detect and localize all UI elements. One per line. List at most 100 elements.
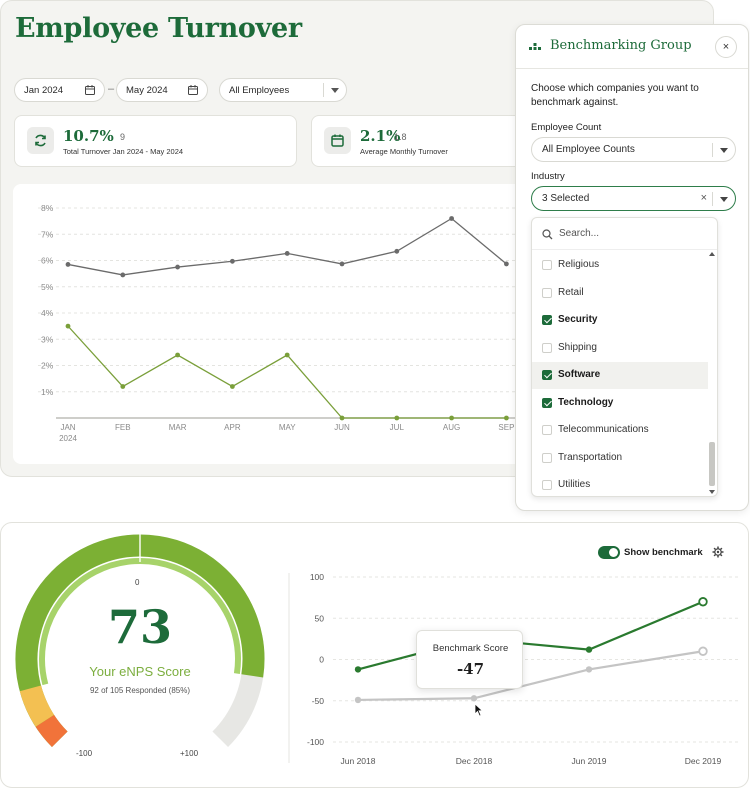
data-point bbox=[504, 261, 509, 267]
checkbox-icon[interactable] bbox=[542, 425, 552, 435]
y-tick-label: 100 bbox=[310, 572, 324, 582]
data-point bbox=[284, 251, 290, 256]
toggle-knob bbox=[609, 548, 618, 557]
checkbox-icon[interactable] bbox=[542, 260, 552, 270]
chevron-down-icon[interactable] bbox=[720, 197, 728, 202]
gauge-segment-red bbox=[35, 714, 68, 748]
industry-option-label: Shipping bbox=[558, 341, 597, 353]
x-tick-label: Jun 2018 bbox=[341, 756, 376, 766]
data-point bbox=[504, 415, 509, 421]
industry-search[interactable]: Search... bbox=[532, 218, 717, 250]
average-turnover-count: 1.8 bbox=[394, 132, 407, 142]
industry-option[interactable]: Shipping bbox=[532, 335, 709, 362]
employee-group-value: All Employees bbox=[229, 84, 290, 96]
enps-gauge bbox=[15, 533, 265, 748]
industry-option-label: Technology bbox=[558, 396, 614, 408]
x-year-label: 2024 bbox=[59, 434, 77, 443]
scroll-down-icon[interactable] bbox=[709, 490, 715, 494]
checkbox-checked-icon[interactable] bbox=[542, 315, 552, 325]
checkbox-checked-icon[interactable] bbox=[542, 397, 552, 408]
dropdown-scrollbar[interactable] bbox=[708, 250, 716, 496]
enps-score: 73 bbox=[107, 600, 172, 654]
industry-option-label: Transportation bbox=[558, 451, 623, 463]
industry-option-label: Religious bbox=[558, 259, 600, 270]
checkbox-checked-icon[interactable] bbox=[542, 370, 552, 380]
data-point-current bbox=[698, 646, 708, 656]
checkbox-icon[interactable] bbox=[542, 480, 552, 490]
calendar-icon bbox=[85, 85, 95, 95]
refresh-icon bbox=[35, 134, 46, 147]
checkbox-icon[interactable] bbox=[542, 287, 552, 298]
gauge-fill bbox=[15, 534, 265, 748]
average-turnover-value: 2.1% bbox=[360, 127, 401, 145]
checkbox-icon[interactable] bbox=[542, 452, 552, 463]
gear-icon[interactable] bbox=[712, 546, 724, 558]
industry-option[interactable]: Utilities bbox=[532, 472, 709, 496]
scrollbar-thumb[interactable] bbox=[709, 442, 715, 486]
select-divider bbox=[712, 192, 713, 206]
chevron-down-icon bbox=[331, 88, 339, 93]
industry-option-label: Security bbox=[558, 314, 598, 325]
x-tick-label: Dec 2019 bbox=[685, 756, 722, 766]
data-point bbox=[394, 248, 400, 254]
calendar-icon bbox=[188, 85, 198, 95]
industry-option[interactable]: Religious bbox=[532, 252, 709, 279]
x-tick-label: SEP bbox=[498, 423, 514, 432]
employee-count-value: All Employee Counts bbox=[542, 144, 635, 155]
x-tick-label: FEB bbox=[115, 423, 131, 432]
data-point bbox=[230, 384, 235, 389]
employee-group-select[interactable]: All Employees bbox=[219, 78, 347, 102]
x-tick-label: JUN bbox=[334, 423, 350, 432]
industry-option[interactable]: Software bbox=[532, 362, 709, 389]
close-button[interactable]: × bbox=[715, 36, 737, 58]
select-divider bbox=[323, 83, 324, 97]
x-tick-label: APR bbox=[224, 423, 241, 432]
x-tick-label: MAY bbox=[279, 423, 296, 432]
data-point bbox=[585, 646, 593, 653]
data-point bbox=[354, 666, 362, 673]
average-turnover-label: Average Monthly Turnover bbox=[360, 147, 448, 156]
scroll-up-icon[interactable] bbox=[709, 252, 715, 256]
benchmarking-group-panel: Benchmarking Group × Choose which compan… bbox=[515, 24, 749, 511]
y-tick-label: 7% bbox=[41, 229, 54, 239]
total-turnover-label: Total Turnover Jan 2024 - May 2024 bbox=[63, 147, 184, 156]
x-tick-label: Dec 2018 bbox=[456, 756, 493, 766]
gauge-inner-band bbox=[39, 558, 241, 686]
enps-responded: 92 of 105 Responded (85%) bbox=[89, 686, 191, 695]
x-tick-label: JAN bbox=[60, 423, 75, 432]
industry-dropdown: Search... Religious Retail Security Shippin… bbox=[531, 217, 718, 497]
gauge-max-label: +100 bbox=[180, 749, 199, 758]
industry-option[interactable]: Security bbox=[532, 307, 709, 334]
industry-label: Industry bbox=[531, 171, 565, 182]
enps-score-label: Your eNPS Score bbox=[89, 664, 191, 679]
x-tick-label: AUG bbox=[443, 423, 460, 432]
stat-icon-badge bbox=[27, 127, 54, 154]
series-line bbox=[67, 217, 507, 276]
data-point bbox=[470, 695, 478, 702]
select-divider bbox=[712, 143, 713, 157]
industry-option-label: Retail bbox=[558, 286, 584, 298]
tooltip-title: Benchmark Score bbox=[432, 643, 509, 654]
industry-option[interactable]: Telecommunications bbox=[532, 417, 709, 444]
data-point bbox=[120, 384, 126, 389]
industry-option[interactable]: Technology bbox=[532, 390, 709, 417]
industry-option[interactable]: Transportation bbox=[532, 445, 709, 472]
data-point bbox=[175, 264, 181, 270]
start-date-picker[interactable]: Jan 2024 bbox=[14, 78, 105, 102]
total-turnover-stat: 10.7% 9 Total Turnover Jan 2024 - May 20… bbox=[14, 115, 297, 167]
industry-select[interactable]: 3 Selected × bbox=[531, 186, 736, 211]
y-tick-label: 6% bbox=[41, 256, 54, 266]
clear-selection-icon[interactable]: × bbox=[700, 192, 707, 204]
enps-visuals: 100 50 0 -50 -100 Jun 2018 Dec 2018 Jun 2019 Dec… bbox=[15, 533, 741, 766]
industry-option-label: Software bbox=[558, 369, 601, 380]
start-date-value: Jan 2024 bbox=[24, 84, 64, 96]
end-date-picker[interactable]: May 2024 bbox=[116, 78, 208, 102]
show-benchmark-toggle[interactable] bbox=[598, 546, 620, 559]
industry-option[interactable]: Retail bbox=[532, 280, 709, 307]
series-line bbox=[357, 650, 704, 702]
end-date-value: May 2024 bbox=[126, 84, 168, 96]
y-tick-label: 50 bbox=[315, 613, 325, 623]
employee-count-select[interactable]: All Employee Counts bbox=[531, 137, 736, 162]
mouse-cursor-icon bbox=[474, 703, 484, 717]
checkbox-icon[interactable] bbox=[542, 342, 552, 353]
